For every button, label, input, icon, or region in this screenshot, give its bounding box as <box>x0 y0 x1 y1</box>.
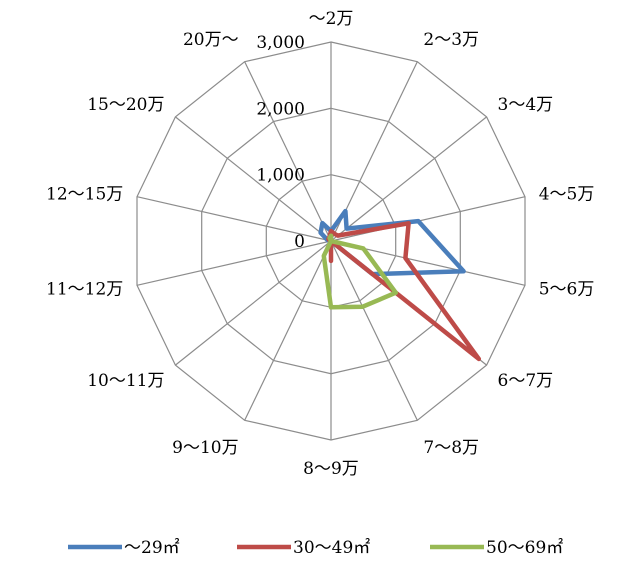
tick-label: 1,000 <box>256 166 305 186</box>
legend-label-0: ～29㎡ <box>124 538 180 558</box>
category-label: 10～11万 <box>87 371 164 391</box>
spoke-10 <box>136 240 332 286</box>
spoke-2 <box>330 116 487 242</box>
category-label: 12～15万 <box>46 185 123 205</box>
tick-label: 3,000 <box>256 33 305 53</box>
category-label: 7～8万 <box>423 438 479 458</box>
category-label: 11～12万 <box>46 279 123 299</box>
spoke-12 <box>175 116 332 242</box>
category-label: ～2万 <box>309 9 354 29</box>
grid <box>136 41 526 441</box>
category-label: 8～9万 <box>303 459 359 479</box>
legend-label-1: 30～49㎡ <box>293 538 370 558</box>
spoke-11 <box>136 196 332 242</box>
spoke-13 <box>244 61 332 242</box>
spoke-9 <box>175 240 332 366</box>
series-line-2 <box>321 233 399 310</box>
category-label: 5～6万 <box>539 279 595 299</box>
tick-label: 0 <box>294 232 305 252</box>
tick-label: 2,000 <box>256 99 305 119</box>
spoke-8 <box>244 240 332 421</box>
category-label: 4～5万 <box>539 185 595 205</box>
category-label: 9～10万 <box>172 438 238 458</box>
legend-label-2: 50～69㎡ <box>486 538 563 558</box>
category-label: 15～20万 <box>87 95 164 115</box>
category-label: 6～7万 <box>498 371 554 391</box>
spoke-3 <box>330 196 526 242</box>
category-label: 3～4万 <box>498 95 554 115</box>
radial-axis-ticks: 0 1,000 2,000 3,000 <box>256 33 305 252</box>
category-labels: ～2万 2～3万 3～4万 4～5万 5～6万 6～7万 7～8万 8～9万 9～10万 10～1… <box>46 9 594 479</box>
legend: ～29㎡ 30～49㎡ 50～69㎡ <box>68 538 563 558</box>
series-lines <box>318 208 482 362</box>
category-label: 20万～ <box>183 30 239 50</box>
spoke-6 <box>330 240 418 421</box>
category-label: 2～3万 <box>423 30 479 50</box>
